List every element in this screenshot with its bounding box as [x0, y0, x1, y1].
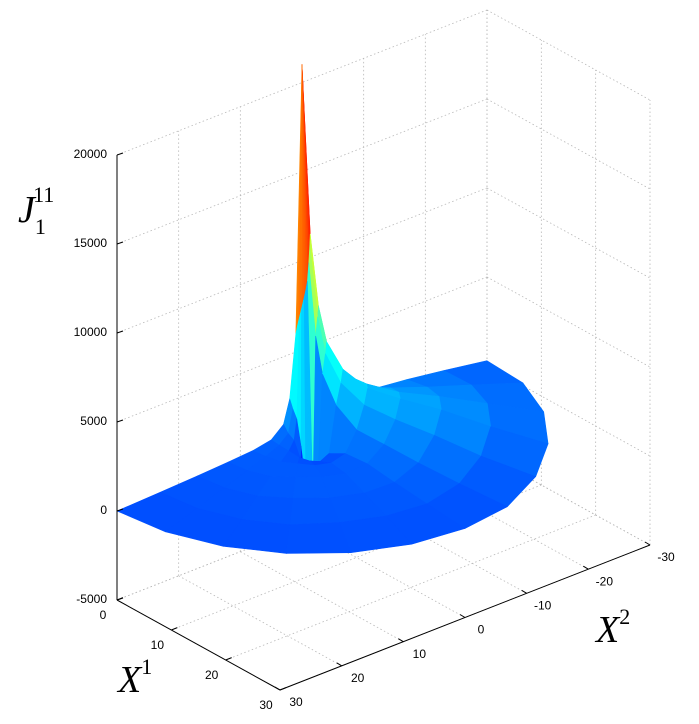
grid-line: [178, 575, 342, 667]
grid-line: [240, 551, 404, 643]
x1-tick-label: 0: [100, 608, 107, 622]
z-tick-label: 10000: [74, 325, 108, 339]
grid-line: [486, 365, 651, 457]
x2-tick: [644, 541, 651, 546]
x1-tick-label: 30: [259, 698, 273, 712]
z-axis-label: J111: [18, 182, 54, 239]
grid-line: [486, 454, 651, 546]
grid-line: [486, 98, 651, 190]
x2-label-base: X: [594, 609, 621, 651]
surface-patch: [286, 522, 352, 554]
z-label-base: J: [18, 189, 37, 231]
z-tick-label: 20000: [74, 147, 108, 161]
z-tick: [116, 508, 124, 512]
x2-tick: [398, 638, 404, 643]
x1-tick: [279, 687, 287, 691]
grid-line: [301, 527, 466, 618]
x1-label-sup: 1: [141, 654, 152, 679]
x2-label-sup: 2: [619, 604, 630, 629]
z-label-sub: 1: [35, 214, 45, 239]
z-tick-label: 15000: [74, 236, 108, 250]
axes: -5000050001000015000200000102030-30-20-1…: [74, 147, 675, 712]
x1-tick-label: 20: [205, 668, 219, 682]
walls: [116, 9, 651, 691]
x2-tick-label: -30: [657, 550, 675, 564]
x2-tick-label: -20: [596, 574, 614, 588]
z-label-sup: 11: [33, 182, 54, 207]
x1-axis: [116, 599, 281, 691]
grid-line: [486, 9, 651, 101]
x2-tick: [521, 589, 527, 594]
x2-tick: [583, 565, 589, 570]
z-tick-label: 5000: [80, 414, 107, 428]
grid-line: [363, 502, 527, 594]
x2-axis-label: X2: [594, 604, 630, 651]
grid-line: [486, 187, 651, 279]
z-tick-label: -5000: [76, 592, 107, 606]
x1-tick: [225, 657, 232, 661]
x1-axis-label: X1: [116, 654, 152, 701]
grid-line: [425, 478, 589, 570]
x2-tick: [459, 614, 466, 618]
x2-tick: [336, 662, 342, 667]
x2-tick-label: 20: [351, 671, 365, 685]
x1-tick: [171, 627, 178, 631]
x2-tick-label: 30: [289, 695, 303, 709]
x2-tick-label: -10: [534, 599, 552, 613]
x1-label-base: X: [116, 659, 143, 701]
grid-line: [486, 276, 651, 368]
x1-tick-label: 10: [151, 638, 165, 652]
surface: [116, 64, 549, 554]
z-tick: [116, 330, 124, 334]
z-tick: [116, 419, 124, 423]
x2-tick-label: 10: [413, 647, 427, 661]
x2-tick: [274, 686, 281, 691]
z-tick: [116, 152, 124, 156]
z-tick: [116, 241, 124, 245]
z-tick-label: 0: [100, 503, 107, 517]
x1-tick: [116, 597, 124, 601]
x2-tick-label: 0: [478, 623, 485, 637]
